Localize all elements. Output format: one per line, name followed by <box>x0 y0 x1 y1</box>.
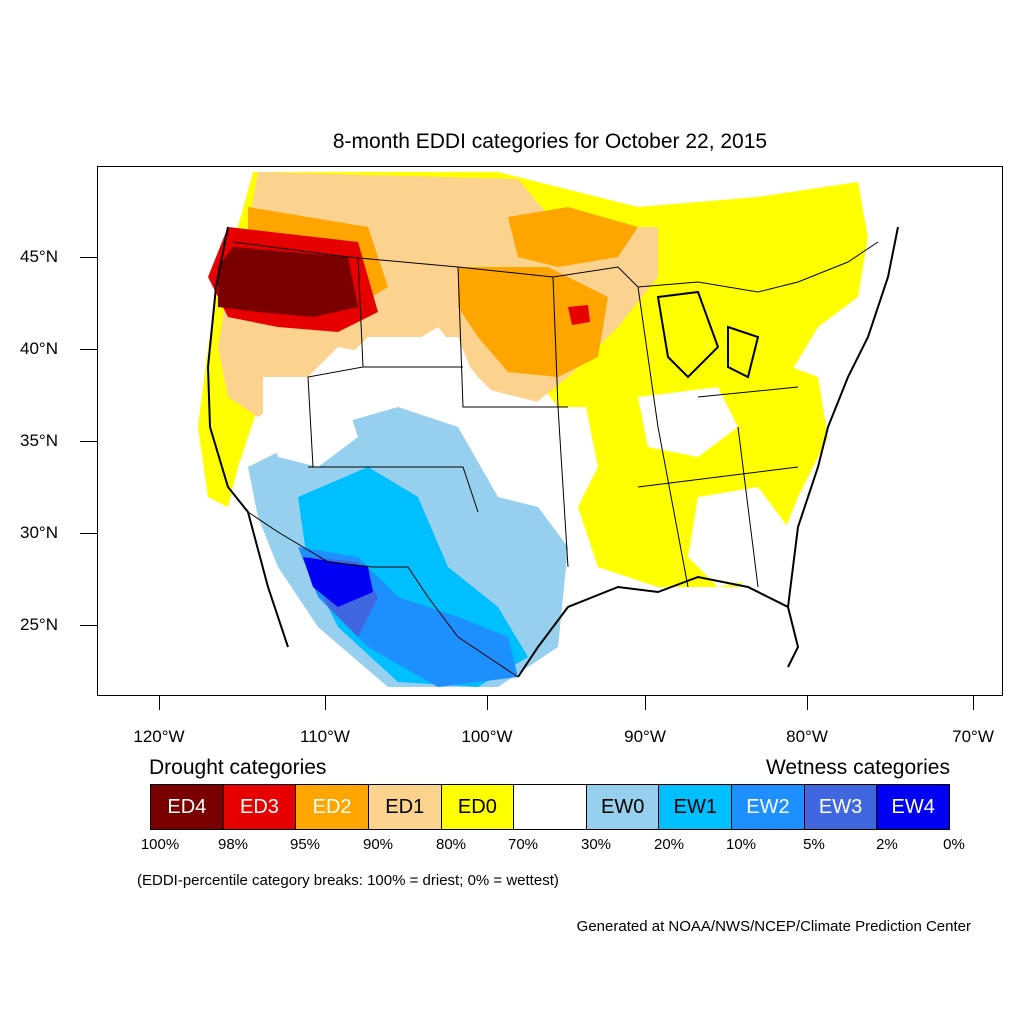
legend-box-ed4: ED4 <box>151 785 224 829</box>
legend-color-bar: ED4 ED3 ED2 ED1 ED0 EW0 EW1 EW2 EW3 EW4 <box>150 784 950 830</box>
region-none-southeast <box>688 487 788 587</box>
legend-box-label: EW4 <box>891 795 935 818</box>
percentile-label: 5% <box>803 836 825 853</box>
lat-tick <box>80 441 97 442</box>
lon-tick <box>807 696 808 710</box>
lon-tick <box>159 696 160 710</box>
percentile-label: 95% <box>289 836 321 853</box>
map-title: 8-month EDDI categories for October 22, … <box>332 130 768 153</box>
lon-label-100: 100°W <box>461 727 513 746</box>
region-ed2-north <box>508 207 638 267</box>
legend-box-label: ED3 <box>240 795 279 818</box>
legend-box-ed0: ED0 <box>441 785 515 829</box>
legend-box-label: EW1 <box>673 795 717 818</box>
region-ed4-nw <box>218 247 358 317</box>
percentile-label: 98% <box>217 836 249 853</box>
gulf-coast <box>517 575 800 678</box>
legend-box-label: EW2 <box>746 795 790 818</box>
state-line-7 <box>697 386 799 398</box>
wetness-legend-title: Wetness categories <box>765 756 950 779</box>
lat-label-35: 35°N <box>20 431 58 450</box>
category-breaks-note: (EDDI-percentile category breaks: 100% =… <box>137 872 559 889</box>
state-line-1 <box>307 256 364 468</box>
legend-box-ew2: EW2 <box>732 785 805 829</box>
percentile-label: 30% <box>580 836 612 853</box>
coastlines <box>206 226 899 678</box>
percentile-label: 10% <box>725 836 757 853</box>
eddi-map <box>198 172 899 687</box>
region-ed3-spot <box>568 305 590 325</box>
map-frame <box>97 166 1003 696</box>
region-ew4-mexico <box>303 557 373 607</box>
great-lakes <box>656 290 760 379</box>
percentile-label: 2% <box>876 836 898 853</box>
lon-label-110: 110°W <box>300 727 350 746</box>
percentile-label: 80% <box>435 836 467 853</box>
legend-box-ed3: ED3 <box>223 785 297 829</box>
percentile-label: 100% <box>140 836 180 853</box>
west-coast <box>206 226 289 648</box>
lon-label-80: 80°W <box>786 727 828 746</box>
lat-tick <box>80 625 97 626</box>
legend-box-label: EW3 <box>818 795 863 818</box>
lon-tick <box>487 696 488 710</box>
state-line-8 <box>637 466 799 488</box>
lon-tick <box>973 696 974 710</box>
percentile-label: 0% <box>943 836 965 853</box>
region-ed2-plains <box>458 267 608 377</box>
legend-box-label: ED0 <box>457 795 497 818</box>
legend-box-label: ED2 <box>312 795 352 818</box>
legend-box-none <box>514 785 587 829</box>
lon-tick <box>645 696 646 710</box>
drought-legend-title: Drought categories <box>149 756 327 779</box>
boundaries <box>232 241 879 678</box>
lon-label-70: 70°W <box>952 727 994 746</box>
state-line-5 <box>308 466 479 513</box>
us-mexico-border <box>247 511 519 678</box>
lat-label-40: 40°N <box>20 339 58 358</box>
credit-line: Generated at NOAA/NWS/NCEP/Climate Predi… <box>576 918 971 935</box>
lat-label-45: 45°N <box>20 247 58 266</box>
region-none-ohio <box>638 387 738 457</box>
state-line-2 <box>457 266 568 408</box>
lon-label-90: 90°W <box>624 727 666 746</box>
lat-label-25: 25°N <box>20 615 58 634</box>
lat-label-30: 30°N <box>20 523 58 542</box>
legend-box-ew3: EW3 <box>804 785 878 829</box>
lat-tick <box>80 257 97 258</box>
lat-tick <box>80 533 97 534</box>
legend-box-label: EW0 <box>600 795 645 818</box>
lon-label-120: 120°W <box>133 727 185 746</box>
lon-tick <box>325 696 326 710</box>
state-line-3 <box>552 276 569 568</box>
legend-box-ed1: ED1 <box>368 785 442 829</box>
legend-box-ew4: EW4 <box>877 785 950 829</box>
legend-box-ed2: ED2 <box>296 785 369 829</box>
percentile-label: 20% <box>653 836 685 853</box>
percentile-label: 70% <box>507 836 539 853</box>
east-coast <box>787 226 899 608</box>
legend-box-label: ED1 <box>385 795 425 818</box>
lat-tick <box>80 349 97 350</box>
legend-box-label: ED4 <box>167 795 207 818</box>
state-line-9 <box>737 426 759 588</box>
state-line-6 <box>637 286 689 588</box>
percentile-label: 90% <box>362 836 394 853</box>
legend-box-ew1: EW1 <box>659 785 733 829</box>
legend-box-ew0: EW0 <box>586 785 660 829</box>
